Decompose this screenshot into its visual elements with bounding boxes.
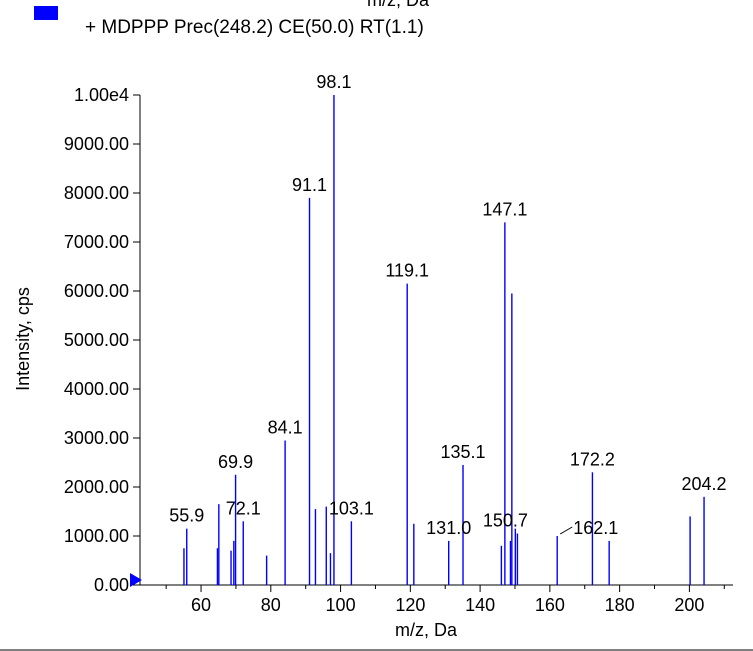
peak-label: 84.1	[268, 417, 303, 437]
peak-label: 147.1	[482, 199, 527, 219]
peak-label: 162.1	[573, 518, 618, 538]
x-tick-label: 200	[674, 595, 704, 615]
legend: + MDPPP Prec(248.2) CE(50.0) RT(1.1)	[34, 6, 424, 38]
y-tick-label: 1.00e4	[74, 85, 129, 105]
peak-label: 135.1	[440, 442, 485, 462]
peak-label: 172.2	[570, 449, 615, 469]
x-tick-label: 120	[395, 595, 425, 615]
peak-label: 98.1	[316, 72, 351, 92]
peak-label: 103.1	[329, 498, 374, 518]
top-cut-xlabel: m/z, Da	[367, 0, 430, 10]
x-tick-label: 60	[191, 595, 211, 615]
y-tick-label: 3000.00	[64, 428, 129, 448]
x-ticks: 60 80 100 120 140 160 180 200	[165, 585, 725, 615]
x-tick-label: 100	[326, 595, 356, 615]
x-tick-label: 160	[535, 595, 565, 615]
peak-label-leader	[559, 526, 573, 535]
x-tick-label: 80	[261, 595, 281, 615]
spectrum-bars	[183, 95, 705, 585]
y-tick-label: 0.00	[94, 575, 129, 595]
y-tick-label: 7000.00	[64, 232, 129, 252]
x-tick-label: 180	[605, 595, 635, 615]
y-tick-label: 2000.00	[64, 477, 129, 497]
y-tick-label: 8000.00	[64, 183, 129, 203]
x-axis-title: m/z, Da	[395, 620, 458, 640]
peak-label: 150.7	[483, 511, 528, 531]
peak-labels: 55.9 69.9 72.1 84.1 91.1 98.1 103.1 119.1 131.0 1…	[169, 72, 726, 538]
y-tick-label: 1000.00	[64, 526, 129, 546]
y-tick-label: 4000.00	[64, 379, 129, 399]
legend-swatch	[34, 6, 58, 20]
peak-label: 119.1	[385, 261, 429, 281]
peak-label: 91.1	[292, 175, 327, 195]
y-axis-marker[interactable]	[130, 573, 142, 587]
peak-label: 131.0	[426, 518, 471, 538]
y-ticks: 0.00 1000.00 2000.00 3000.00 4000.00 5000.00 6…	[64, 85, 140, 595]
x-tick-label: 140	[465, 595, 495, 615]
y-tick-label: 6000.00	[64, 281, 129, 301]
peak-label: 55.9	[169, 506, 204, 526]
y-axis-title: Intensity, cps	[13, 287, 33, 391]
peak-label: 69.9	[218, 452, 253, 472]
peak-label: 72.1	[226, 498, 261, 518]
y-tick-label: 5000.00	[64, 330, 129, 350]
y-tick-label: 9000.00	[64, 134, 129, 154]
legend-label: + MDPPP Prec(248.2) CE(50.0) RT(1.1)	[85, 17, 424, 38]
peak-label: 204.2	[682, 474, 727, 494]
